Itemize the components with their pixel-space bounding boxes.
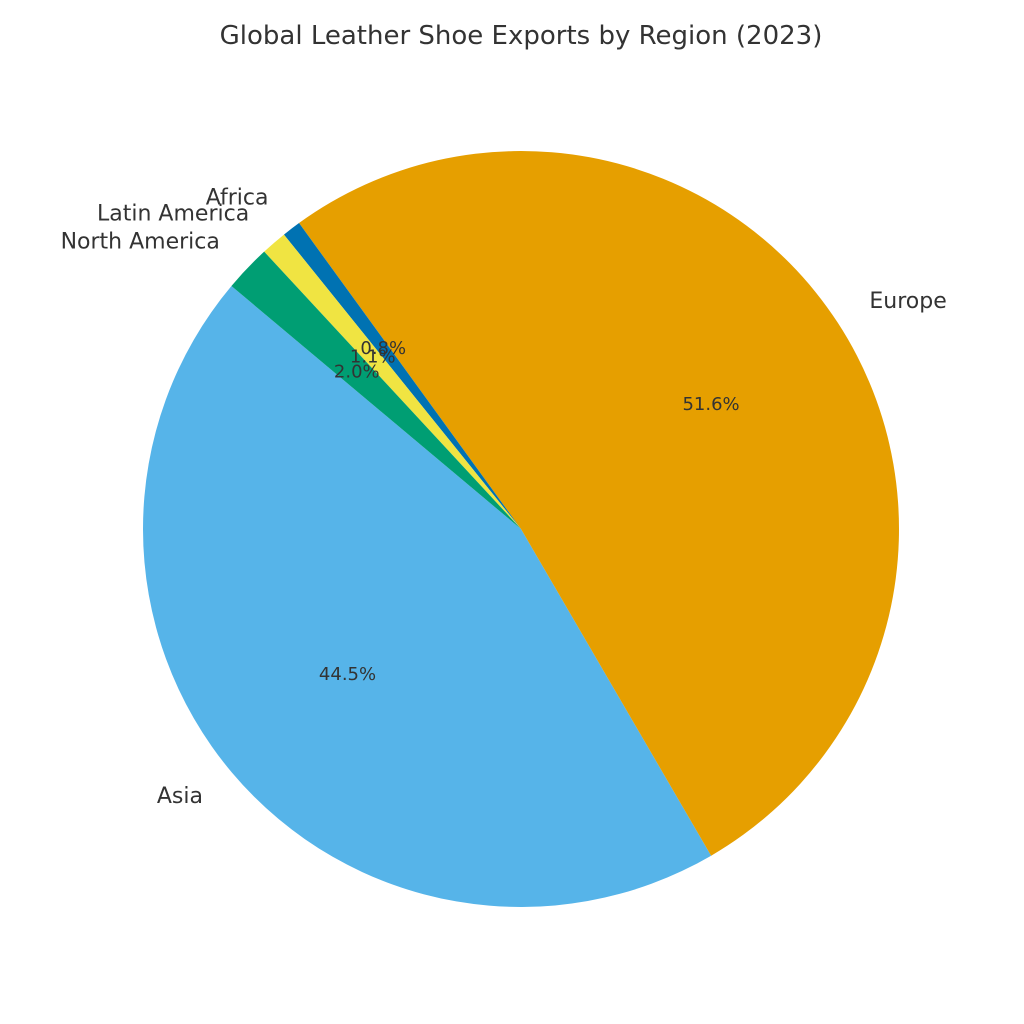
pct-label-europe: 51.6%: [682, 394, 739, 415]
pie-slice-europe: [299, 150, 900, 856]
pie-slices: [143, 150, 900, 908]
pct-label-north-america: 2.0%: [334, 362, 380, 383]
pie-slice-north-america: [231, 251, 522, 529]
chart-title: Global Leather Shoe Exports by Region (2…: [220, 21, 823, 51]
slice-label-asia: Asia: [157, 784, 203, 809]
slice-label-europe: Europe: [869, 289, 946, 314]
pie-slice-africa: [283, 223, 521, 529]
pct-label-africa: 0.8%: [360, 338, 406, 359]
pct-label-asia: 44.5%: [319, 664, 376, 685]
pie-labels: Asia 44.5% Europe 51.6% Africa 0.8% Latin Amer…: [61, 186, 947, 809]
slice-label-north-america: North America: [61, 229, 220, 254]
pie-slice-latin-america: [264, 234, 521, 529]
slice-label-africa: Africa: [206, 186, 269, 211]
slice-label-latin-america: Latin America: [97, 201, 249, 226]
pie-slice-asia: [143, 286, 712, 908]
pct-label-latin-america: 1.1%: [350, 346, 396, 367]
